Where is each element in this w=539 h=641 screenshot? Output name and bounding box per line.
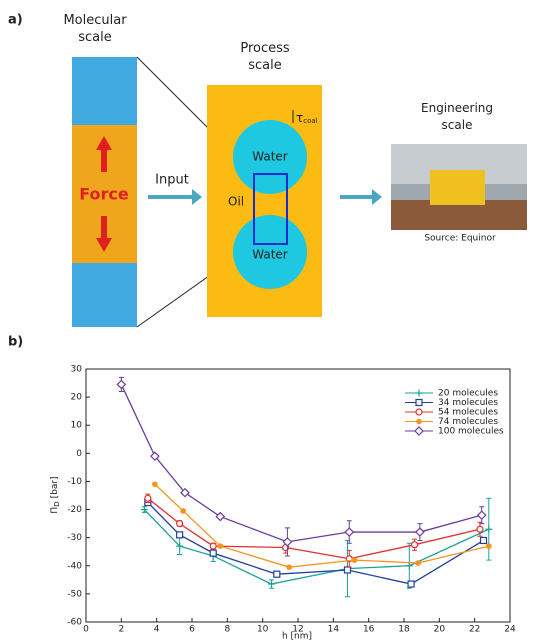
series-line <box>121 384 481 541</box>
tau: τ <box>296 111 303 125</box>
x-tick-label: 22 <box>469 625 480 635</box>
marker <box>145 495 151 501</box>
x-tick-label: 6 <box>189 625 195 635</box>
y-tick-label: -50 <box>67 589 82 599</box>
legend-label: 20 molecules <box>438 389 498 399</box>
x-tick-label: 10 <box>257 625 269 635</box>
marker <box>181 509 185 513</box>
water-label: Water <box>252 248 288 262</box>
y-tick-label: -40 <box>67 561 82 571</box>
y-tick-label: -60 <box>67 618 82 628</box>
series-line <box>148 503 484 585</box>
x-tick-label: 18 <box>398 625 410 635</box>
marker <box>218 544 222 548</box>
marker <box>268 581 275 588</box>
input-label: Input <box>155 173 189 188</box>
series-line <box>155 484 489 567</box>
arrow <box>340 189 382 205</box>
y-tick-label: 30 <box>71 365 83 375</box>
marker <box>345 528 353 536</box>
y-sub: D <box>53 501 61 506</box>
y-tick-label: 0 <box>76 449 82 459</box>
force-label: Force <box>79 185 129 204</box>
marker <box>352 558 356 562</box>
oil-label: Oil <box>228 195 244 209</box>
x-tick-label: 24 <box>504 625 516 635</box>
marker <box>287 565 291 569</box>
marker <box>117 380 125 388</box>
marker <box>416 390 423 397</box>
x-tick-label: 12 <box>292 625 303 635</box>
marker <box>274 571 280 577</box>
marker <box>344 567 350 573</box>
marker <box>478 511 486 519</box>
marker <box>487 544 491 548</box>
x-tick-label: 16 <box>363 625 375 635</box>
x-tick-label: 14 <box>328 625 340 635</box>
series-line <box>144 510 489 584</box>
legend-label: 74 molecules <box>438 417 498 427</box>
y-tick-label: -30 <box>67 533 82 543</box>
marker <box>481 537 487 543</box>
marker <box>416 409 422 415</box>
figure: a) Molecularscale Force Input Processsca… <box>0 0 539 641</box>
arrow <box>148 189 202 205</box>
marker <box>216 513 224 521</box>
panel-label: a) <box>8 13 23 28</box>
marker <box>408 581 414 587</box>
marker <box>477 526 483 532</box>
marker <box>177 521 183 527</box>
marker <box>412 542 418 548</box>
legend-label: 34 molecules <box>438 398 498 408</box>
marker <box>415 427 423 435</box>
panel-label: b) <box>8 335 23 350</box>
legend-label: 100 molecules <box>438 427 504 437</box>
source: Source: Equinor <box>424 234 496 244</box>
marker <box>416 400 422 406</box>
marker <box>485 526 492 533</box>
series-line <box>148 498 480 558</box>
legend-label: 54 molecules <box>438 408 498 418</box>
marker <box>417 419 421 423</box>
y-tick-label: -20 <box>67 505 82 515</box>
water-label: Water <box>252 150 288 164</box>
y-tick-label: -10 <box>67 477 82 487</box>
marker <box>153 482 157 486</box>
x-tick-label: 8 <box>224 625 230 635</box>
marker <box>177 532 183 538</box>
marker <box>416 561 420 565</box>
x-tick-label: 20 <box>434 625 446 635</box>
y-tick-label: 20 <box>71 393 83 403</box>
marker <box>210 543 216 549</box>
tau-sub: coal <box>303 117 317 125</box>
x-tick-label: 4 <box>154 625 160 635</box>
y-unit: [bar] <box>50 476 60 498</box>
y-tick-label: 10 <box>71 421 83 431</box>
photo-module <box>430 170 485 205</box>
y-symbol: Π <box>50 507 60 514</box>
marker <box>210 550 216 556</box>
y-axis-label: ΠD [bar] <box>50 476 62 513</box>
page: {"panel_a": {"label": "a)", "molecular":… <box>0 0 539 641</box>
marker <box>416 528 424 536</box>
x-tick-label: 2 <box>118 625 124 635</box>
x-tick-label: 0 <box>83 625 89 635</box>
